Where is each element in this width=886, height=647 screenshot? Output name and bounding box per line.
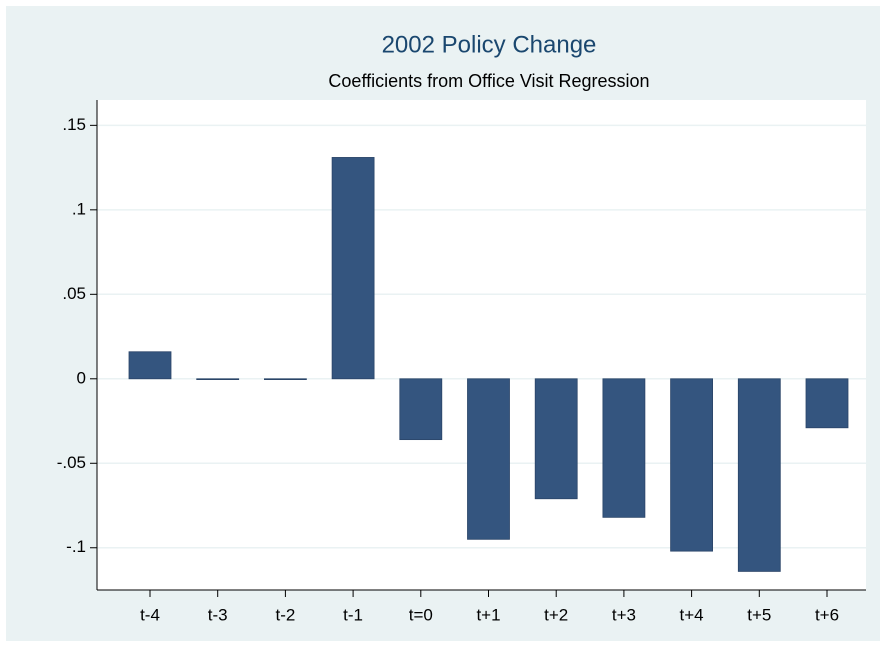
y-tick-label: -.05: [57, 453, 86, 472]
chart-title: 2002 Policy Change: [382, 31, 597, 58]
bar: [805, 378, 849, 429]
bar: [196, 378, 240, 380]
bar: [399, 378, 443, 441]
x-tick-label: t-4: [140, 605, 160, 624]
y-tick-label: 0: [77, 368, 86, 387]
y-tick-label: .15: [62, 115, 86, 134]
y-tick-label: .05: [62, 284, 86, 303]
x-tick-label: t+2: [544, 605, 568, 624]
bar: [670, 378, 713, 552]
x-tick-label: t-2: [275, 605, 295, 624]
chart-subtitle: Coefficients from Office Visit Regressio…: [328, 71, 649, 91]
x-tick-label: t+5: [747, 605, 771, 624]
bar: [534, 378, 578, 500]
bar: [737, 378, 781, 572]
y-tick-label: .1: [72, 199, 86, 218]
bar: [602, 378, 646, 518]
x-tick-label: t+4: [680, 605, 704, 624]
bar: [128, 351, 172, 380]
x-tick-label: t-1: [343, 605, 363, 624]
x-tick-label: t+6: [815, 605, 839, 624]
bar: [263, 378, 307, 380]
x-tick-label: t+1: [476, 605, 500, 624]
x-tick-label: t=0: [409, 605, 433, 624]
x-tick-label: t-3: [208, 605, 228, 624]
bar: [467, 378, 510, 540]
y-tick-label: -.1: [66, 537, 86, 556]
bar: [331, 157, 375, 380]
x-tick-label: t+3: [612, 605, 636, 624]
